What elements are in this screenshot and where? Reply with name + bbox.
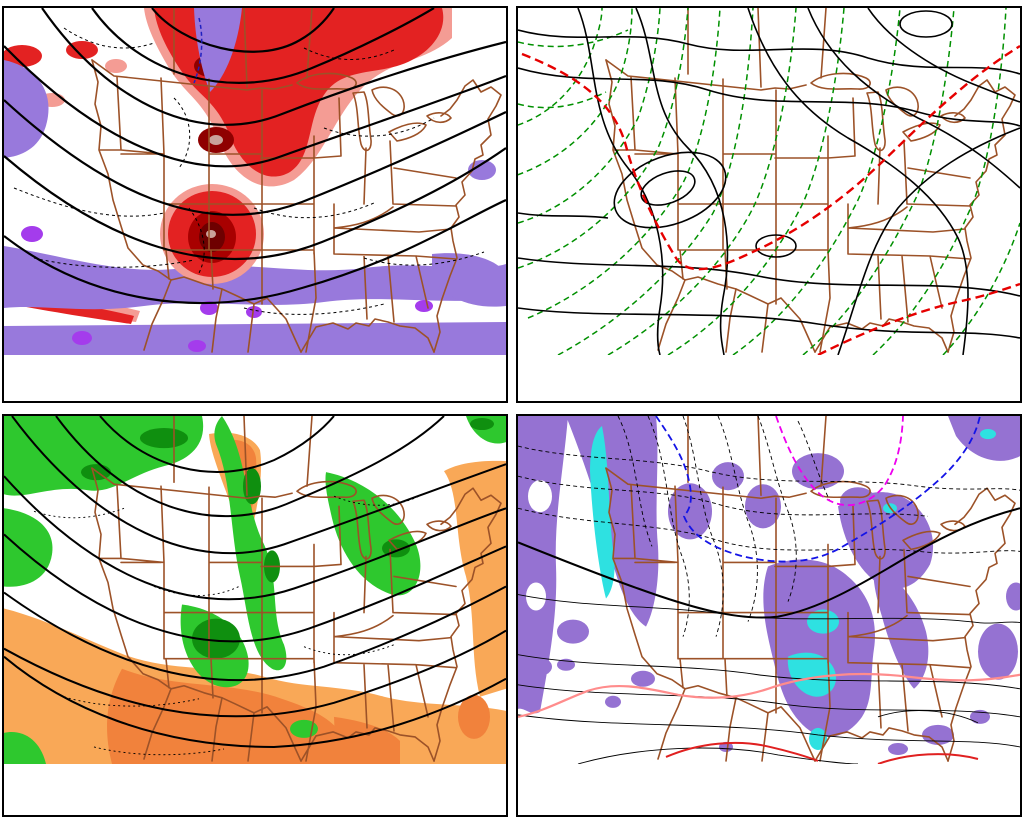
panel-mslp-thickness (516, 6, 1022, 403)
thickness-540-red-dashed (521, 44, 1020, 355)
height-contours (4, 416, 506, 748)
map-700mb (4, 416, 506, 764)
precip-fill-layer (518, 416, 1020, 755)
map-thickness-canvas (518, 8, 1020, 355)
map-precip-canvas (518, 416, 1020, 764)
state-borders (605, 8, 1016, 353)
initial-time-line (4, 367, 506, 379)
panel-title (518, 355, 1020, 367)
rh-contours (33, 495, 420, 756)
map-thickness (518, 8, 1020, 355)
height-contours (4, 8, 506, 305)
temp-minus20-line (775, 416, 904, 507)
temp-contours-dashed (518, 416, 1020, 637)
map-500mb-canvas (4, 8, 506, 355)
panel-precip-850temp (516, 414, 1022, 817)
trough-axis-dashed (193, 17, 203, 84)
thickness-contours-green (518, 8, 1020, 355)
panel-title-2 (518, 776, 1020, 788)
initial-time-line (518, 367, 1020, 379)
vorticity-contours (13, 27, 485, 315)
map-precip (518, 416, 1020, 764)
map-700mb-canvas (4, 416, 506, 764)
temp-minus10-line (655, 416, 981, 563)
isobar-contours (518, 8, 1020, 355)
panel-500mb-hgt-vor (2, 6, 508, 403)
temp-contours-solid (518, 594, 1020, 764)
vorticity-fill-layer (4, 8, 506, 355)
temp-0c-line (518, 507, 1020, 619)
panel-700mb-hgt-rh (2, 414, 508, 817)
map-500mb (4, 8, 506, 355)
panel-title (4, 355, 506, 367)
panel-title (518, 764, 1020, 776)
temp-plus20-line (665, 741, 979, 764)
temp-plus10-line (518, 672, 1020, 718)
panel-title (4, 764, 506, 776)
initial-time-line (4, 776, 506, 788)
